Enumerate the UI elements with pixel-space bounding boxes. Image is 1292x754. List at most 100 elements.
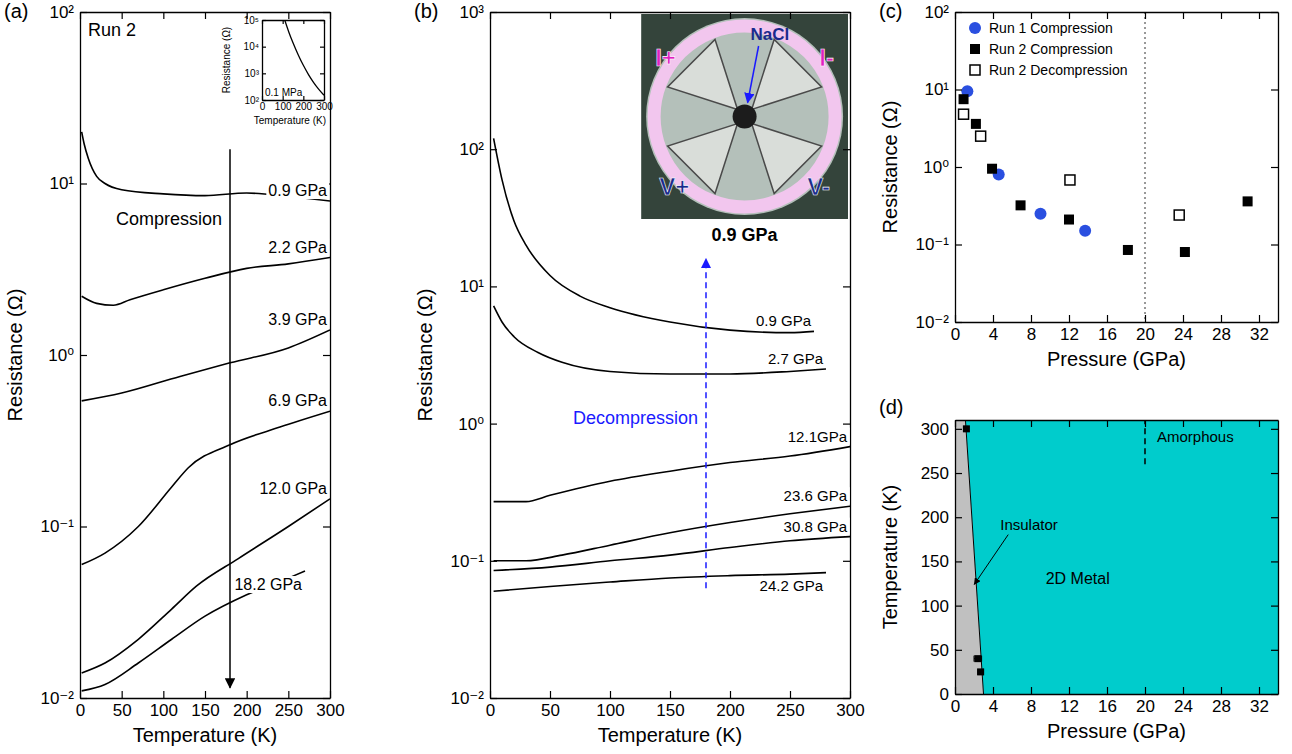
- tick-mark: [320, 20, 324, 21]
- tick-label: 12: [1060, 325, 1079, 344]
- y-axis-title: Resistance (Ω): [221, 27, 232, 93]
- tick-label: 4: [989, 325, 998, 344]
- tick: 10¹: [459, 277, 497, 296]
- tick-mark: [1145, 420, 1146, 427]
- tick-mark: [320, 47, 324, 48]
- label-background: [266, 182, 329, 199]
- tick: 250: [776, 691, 804, 720]
- y-axis-title: Resistance (Ω): [414, 289, 436, 422]
- tick-label: 10³: [459, 3, 484, 22]
- tick-mark: [490, 698, 497, 699]
- curve-label: 0.9 GPa: [268, 182, 327, 199]
- x-axis-title: Temperature (K): [598, 724, 743, 746]
- tick-mark: [490, 561, 497, 562]
- tick-label: 0: [951, 325, 960, 344]
- tick-label: 50: [541, 701, 560, 720]
- plot-area: [494, 138, 850, 591]
- tick: [1271, 167, 1278, 168]
- tick-mark: [955, 473, 962, 474]
- tick-label: 0: [76, 701, 85, 720]
- tick: 100: [921, 597, 962, 616]
- tick-label: 24: [1174, 697, 1193, 716]
- curve: [82, 571, 305, 691]
- tick: 4: [989, 687, 998, 716]
- point: [1123, 245, 1133, 255]
- label-arrow: [974, 535, 1008, 585]
- tick: [320, 20, 324, 21]
- tick: [122, 12, 123, 19]
- tick: [1271, 429, 1278, 430]
- tick-mark: [955, 606, 962, 607]
- curve-label: 24.2 GPa: [760, 577, 824, 594]
- tick-mark: [1271, 694, 1278, 695]
- region: [955, 420, 984, 694]
- tick-mark: [955, 429, 962, 430]
- axis-line: [262, 21, 263, 101]
- tick: 100: [596, 691, 624, 720]
- curve: [82, 330, 330, 401]
- curve-label: 18.2 GPa: [234, 576, 302, 593]
- curve-label-group: 18.2 GPa: [232, 576, 304, 593]
- tick-mark: [288, 691, 289, 698]
- tick-label: 150: [921, 552, 949, 571]
- tick: 10⁻²: [450, 689, 497, 708]
- curve-label-group: 0.9 GPa: [754, 312, 814, 329]
- tick-label: 10⁻¹: [450, 552, 484, 571]
- tick-mark: [1183, 687, 1184, 694]
- y-axis-right: [843, 13, 851, 699]
- curve-label-group: 0.9 GPa: [266, 182, 329, 199]
- point: [963, 425, 970, 432]
- tick-mark: [1145, 12, 1146, 19]
- curve: [494, 138, 814, 332]
- tick: 300: [921, 420, 962, 439]
- x-axis: 050100150200250300: [76, 691, 345, 720]
- amorphous-line: [1144, 420, 1146, 464]
- tick-mark: [122, 12, 123, 19]
- tick: [283, 20, 284, 24]
- tick-mark: [790, 691, 791, 698]
- tick-mark: [205, 12, 206, 19]
- tick: 24: [1174, 315, 1193, 344]
- tick-mark: [993, 315, 994, 322]
- tick: [550, 12, 551, 19]
- tick-mark: [323, 355, 330, 356]
- curve-label-group: 24.2 GPa: [758, 577, 826, 594]
- tick-mark: [1271, 606, 1278, 607]
- curve-label-group: 2.7 GPa: [766, 350, 826, 367]
- gasket: [646, 18, 843, 215]
- tick-mark: [955, 167, 962, 168]
- tick-mark: [1271, 12, 1278, 13]
- panel-label: (d): [879, 396, 903, 418]
- tick: 20: [1136, 315, 1155, 344]
- tick-mark: [1221, 12, 1222, 19]
- tick: 10¹: [49, 174, 87, 193]
- tick: [1259, 12, 1260, 19]
- x-axis-top: [491, 12, 851, 19]
- point: [971, 119, 981, 129]
- y-axis: 050100150200250300: [921, 420, 962, 704]
- tick-mark: [80, 12, 87, 13]
- tick: [843, 286, 850, 287]
- tick: [205, 12, 206, 19]
- tick: [730, 12, 731, 19]
- tick-mark: [843, 286, 850, 287]
- tick: 12: [1060, 315, 1079, 344]
- tick: 28: [1212, 687, 1231, 716]
- tick-label: 0: [260, 101, 266, 112]
- tick-label: 0: [486, 701, 495, 720]
- tick-mark: [320, 100, 324, 101]
- panel-label: (a): [4, 0, 28, 22]
- tick: [1145, 420, 1146, 427]
- annotation-arrow: [229, 149, 231, 688]
- point: [959, 94, 969, 104]
- tick: 200: [233, 691, 261, 720]
- photo-background: [641, 14, 848, 219]
- legend-label: Run 2 Decompression: [989, 62, 1128, 78]
- curve-label-group: 3.9 GPa: [266, 311, 329, 328]
- tick-mark: [993, 420, 994, 427]
- tick-mark: [1259, 12, 1260, 19]
- tick: 10⁻²: [40, 689, 87, 708]
- tick: [1271, 322, 1278, 323]
- axis-line: [330, 13, 331, 699]
- tick-label: 200: [921, 508, 949, 527]
